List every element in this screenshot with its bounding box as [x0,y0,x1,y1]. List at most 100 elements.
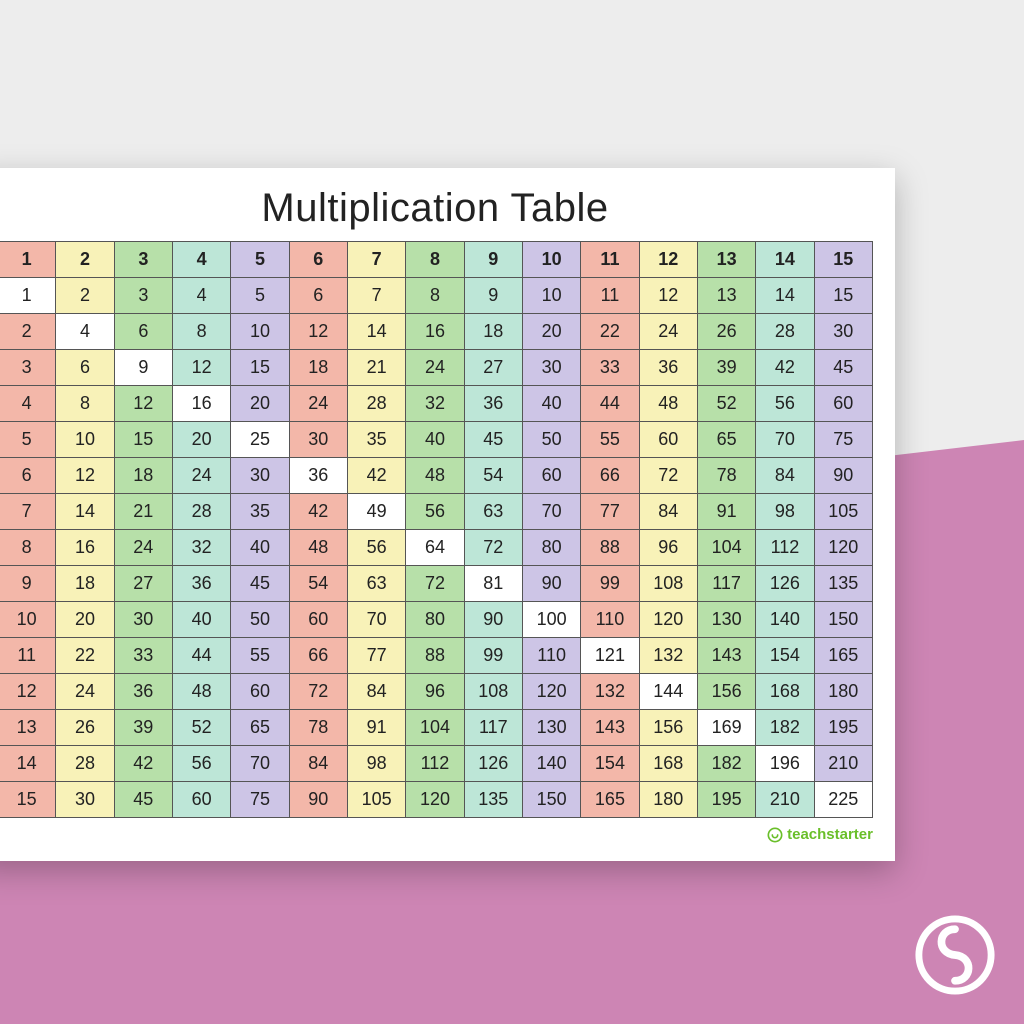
table-cell: 30 [814,314,872,350]
table-cell: 15 [0,782,56,818]
table-cell: 132 [639,638,697,674]
table-row: 14284256708498112126140154168182196210 [0,746,873,782]
table-cell: 3 [114,278,172,314]
table-cell: 63 [347,566,405,602]
table-row: 24681012141618202224262830 [0,314,873,350]
table-cell: 27 [464,350,522,386]
table-cell: 39 [114,710,172,746]
table-cell: 98 [756,494,814,530]
table-cell: 12 [56,458,114,494]
table-header-cell: 13 [697,242,755,278]
table-cell: 13 [697,278,755,314]
table-cell: 54 [289,566,347,602]
table-cell: 104 [406,710,464,746]
table-cell: 120 [639,602,697,638]
table-cell: 40 [172,602,230,638]
table-cell: 84 [639,494,697,530]
table-cell: 56 [756,386,814,422]
table-cell: 104 [697,530,755,566]
table-cell: 121 [581,638,639,674]
table-cell: 12 [639,278,697,314]
table-cell: 182 [756,710,814,746]
table-cell: 70 [756,422,814,458]
table-cell: 75 [814,422,872,458]
table-cell: 6 [289,278,347,314]
table-header-cell: 5 [231,242,289,278]
table-cell: 40 [406,422,464,458]
table-row: 369121518212427303336394245 [0,350,873,386]
table-cell: 105 [347,782,405,818]
table-cell: 32 [172,530,230,566]
table-cell: 55 [581,422,639,458]
table-cell: 20 [56,602,114,638]
table-cell: 25 [231,422,289,458]
table-cell: 96 [639,530,697,566]
table-row: 918273645546372819099108117126135 [0,566,873,602]
table-cell: 40 [522,386,580,422]
table-cell: 88 [406,638,464,674]
table-cell: 60 [172,782,230,818]
table-cell: 78 [697,458,755,494]
table-cell: 210 [756,782,814,818]
table-cell: 18 [56,566,114,602]
table-cell: 168 [639,746,697,782]
table-cell: 10 [522,278,580,314]
table-cell: 70 [522,494,580,530]
table-cell: 91 [697,494,755,530]
table-cell: 26 [697,314,755,350]
table-cell: 12 [289,314,347,350]
table-cell: 40 [231,530,289,566]
table-cell: 150 [814,602,872,638]
table-cell: 42 [756,350,814,386]
table-cell: 72 [289,674,347,710]
table-header-cell: 14 [756,242,814,278]
table-cell: 105 [814,494,872,530]
table-cell: 143 [581,710,639,746]
table-cell: 195 [697,782,755,818]
table-cell: 35 [347,422,405,458]
brand-text: teachstarter [787,826,873,843]
table-row: 61218243036424854606672788490 [0,458,873,494]
table-cell: 99 [581,566,639,602]
table-cell: 60 [231,674,289,710]
table-cell: 52 [697,386,755,422]
table-cell: 120 [814,530,872,566]
table-cell: 35 [231,494,289,530]
table-cell: 60 [522,458,580,494]
table-cell: 42 [114,746,172,782]
table-cell: 8 [56,386,114,422]
table-row: 13263952657891104117130143156169182195 [0,710,873,746]
table-cell: 120 [406,782,464,818]
table-cell: 28 [56,746,114,782]
table-cell: 16 [172,386,230,422]
table-cell: 30 [56,782,114,818]
table-cell: 48 [172,674,230,710]
table-cell: 30 [231,458,289,494]
table-cell: 24 [114,530,172,566]
table-cell: 18 [289,350,347,386]
brand-icon [767,827,783,843]
table-cell: 108 [639,566,697,602]
table-cell: 11 [581,278,639,314]
corner-logo-icon [912,912,998,998]
table-cell: 169 [697,710,755,746]
table-cell: 110 [522,638,580,674]
table-cell: 12 [172,350,230,386]
table-cell: 21 [347,350,405,386]
table-cell: 132 [581,674,639,710]
table-cell: 154 [581,746,639,782]
table-header-cell: 1 [0,242,56,278]
table-cell: 36 [289,458,347,494]
table-cell: 13 [0,710,56,746]
table-cell: 48 [406,458,464,494]
table-cell: 126 [756,566,814,602]
table-cell: 20 [172,422,230,458]
table-header-cell: 15 [814,242,872,278]
table-cell: 45 [231,566,289,602]
table-cell: 110 [581,602,639,638]
table-cell: 32 [406,386,464,422]
table-row: 1224364860728496108120132144156168180 [0,674,873,710]
table-cell: 24 [56,674,114,710]
brand-label: teachstarter [0,826,873,843]
table-cell: 48 [289,530,347,566]
